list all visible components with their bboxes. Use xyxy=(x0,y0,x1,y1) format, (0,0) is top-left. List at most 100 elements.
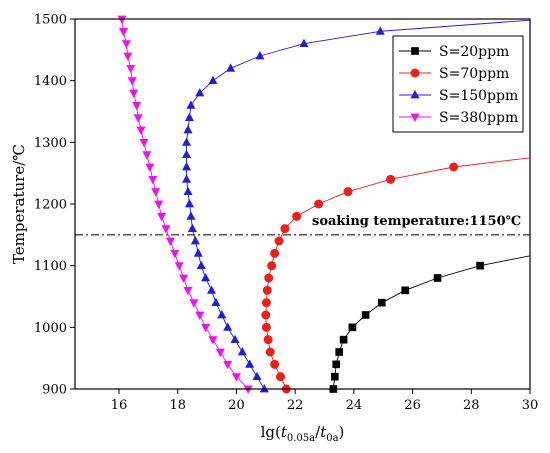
data-point xyxy=(265,347,275,357)
data-point xyxy=(401,286,410,295)
data-point xyxy=(476,261,484,270)
y-tick-label: 1200 xyxy=(34,198,67,213)
data-point xyxy=(195,311,205,320)
data-point xyxy=(183,125,193,134)
y-tick-label: 1300 xyxy=(34,136,67,151)
data-point xyxy=(292,211,302,221)
legend-label: S=150ppm xyxy=(439,88,518,104)
axis-layer: 16 18 20 22 24 26 28 30 900 1000 1100 1200 1300 1400 1… xyxy=(34,13,538,414)
y-tick-label: 1500 xyxy=(34,13,67,28)
data-point xyxy=(259,384,269,393)
data-point xyxy=(211,297,221,307)
data-point xyxy=(262,285,272,295)
data-point xyxy=(193,248,203,257)
x-tick-label: 30 xyxy=(522,398,539,413)
data-point xyxy=(223,360,233,370)
data-point xyxy=(261,322,271,332)
data-point xyxy=(332,360,341,369)
x-tick-label: 24 xyxy=(346,398,363,413)
data-point xyxy=(184,199,194,208)
data-point xyxy=(190,236,200,245)
x-axis-title: lg(t0.05a/t0a) xyxy=(261,423,345,444)
data-point xyxy=(157,212,167,222)
series-1 xyxy=(329,255,531,393)
legend-label: S=70ppm xyxy=(439,66,509,82)
data-point xyxy=(243,385,253,394)
data-point xyxy=(343,187,353,197)
data-point xyxy=(237,347,247,356)
data-point xyxy=(245,359,255,368)
series-2 xyxy=(261,157,531,394)
data-point xyxy=(187,223,197,233)
data-point xyxy=(299,38,309,48)
series-line xyxy=(121,18,249,390)
data-point xyxy=(154,200,164,209)
data-point xyxy=(195,88,205,97)
data-point xyxy=(252,371,262,381)
data-point xyxy=(231,373,241,382)
series-line xyxy=(332,255,531,390)
data-point xyxy=(170,249,180,259)
data-point xyxy=(118,27,128,37)
data-point xyxy=(196,260,206,270)
data-point xyxy=(151,188,161,197)
data-point xyxy=(274,236,284,246)
x-tick-label: 26 xyxy=(404,398,421,413)
data-point xyxy=(314,199,324,209)
data-point xyxy=(255,51,265,60)
data-point xyxy=(275,372,285,382)
x-tick-label: 22 xyxy=(287,398,304,413)
data-point xyxy=(117,15,127,24)
legend-marker xyxy=(410,113,420,122)
data-point xyxy=(179,274,189,283)
data-point xyxy=(186,100,196,109)
data-point xyxy=(208,75,218,85)
data-point xyxy=(161,225,171,234)
data-point xyxy=(375,26,385,35)
data-point xyxy=(449,162,459,172)
series-layer xyxy=(117,15,531,394)
data-point xyxy=(148,175,158,185)
data-point xyxy=(280,224,290,234)
legend-item: S=150ppm xyxy=(399,88,518,104)
data-point xyxy=(132,101,142,111)
data-point xyxy=(201,273,211,282)
legend-marker xyxy=(411,47,419,55)
data-point xyxy=(189,299,199,308)
data-point xyxy=(145,163,155,172)
x-tick-label: 20 xyxy=(228,398,245,413)
data-point xyxy=(142,151,152,160)
data-point xyxy=(263,335,273,345)
data-point xyxy=(261,298,271,308)
data-point xyxy=(183,186,193,196)
data-point xyxy=(126,64,136,74)
series-4 xyxy=(117,15,253,394)
data-point xyxy=(184,112,194,122)
data-point xyxy=(201,323,211,333)
legend-label: S=380ppm xyxy=(439,110,518,126)
data-point xyxy=(261,310,271,320)
annotation-label: soaking temperature:1150℃ xyxy=(312,214,521,229)
data-point xyxy=(386,174,396,184)
series-line xyxy=(265,157,531,390)
legend-item: S=20ppm xyxy=(399,44,509,60)
data-point xyxy=(127,77,137,86)
data-point xyxy=(217,310,227,319)
data-point xyxy=(215,348,225,357)
data-point xyxy=(133,114,143,123)
x-tick-label: 28 xyxy=(463,398,480,413)
data-point xyxy=(339,335,348,344)
data-point xyxy=(226,63,236,72)
data-point xyxy=(139,138,149,148)
legend-marker xyxy=(410,68,420,78)
data-point xyxy=(174,262,184,271)
y-tick-label: 1400 xyxy=(34,74,67,89)
data-point xyxy=(182,174,192,183)
data-point xyxy=(165,237,175,246)
data-point xyxy=(182,149,192,159)
data-point xyxy=(264,273,274,283)
legend: S=20ppm S=70ppm S=150ppm S=380ppm xyxy=(392,35,524,133)
legend-item: S=70ppm xyxy=(399,66,509,82)
data-point xyxy=(208,336,218,345)
series-3 xyxy=(182,19,531,393)
